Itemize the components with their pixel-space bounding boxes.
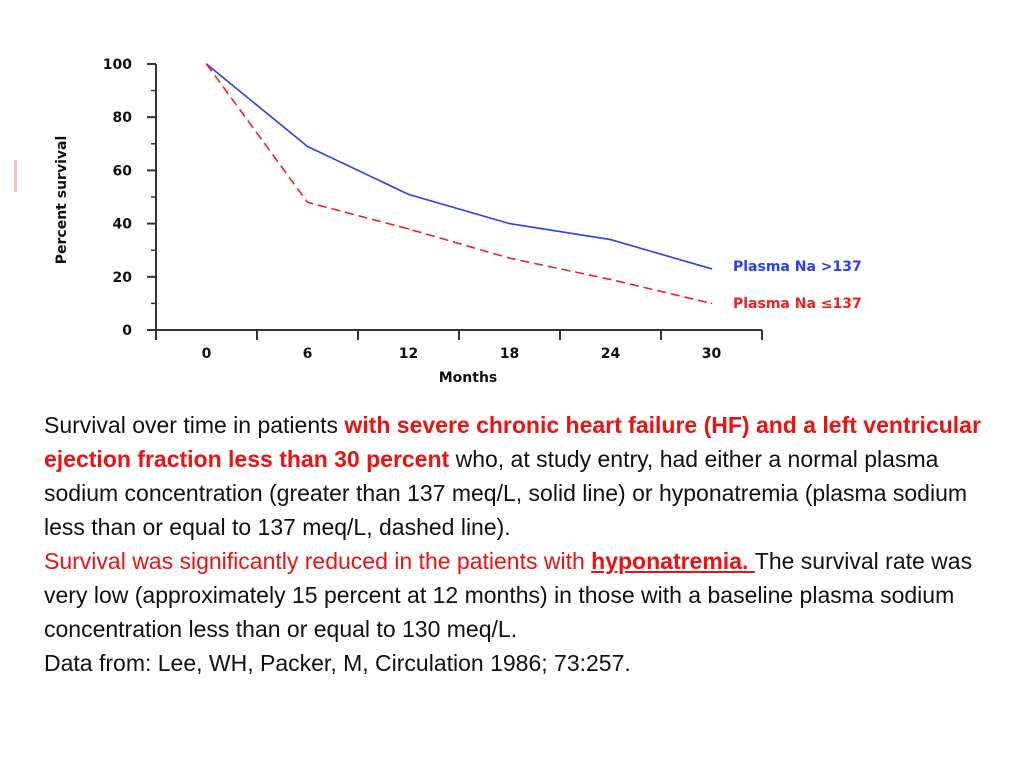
series-lines <box>205 63 713 305</box>
y-tick-label: 20 <box>113 270 133 286</box>
x-ticks: 0 6 12 18 24 30 <box>155 330 763 362</box>
data-point-1 <box>508 222 511 225</box>
x-tick-label: 30 <box>702 346 722 362</box>
data-point-2 <box>407 228 410 230</box>
data-point-1 <box>710 268 713 270</box>
data-point-1 <box>306 145 309 148</box>
x-tick-label: 0 <box>202 346 212 362</box>
data-point-2 <box>306 201 309 204</box>
caption-part-3: who, at study entry, had either a normal… <box>44 446 968 540</box>
caption-source: Data from: Lee, WH, Packer, M, Circulati… <box>44 650 631 676</box>
series-line-2 <box>205 63 712 305</box>
caption-highlight-population: with severe chronic heart failure (HF) a… <box>44 412 981 472</box>
legend-entry-1: Plasma Na >137 <box>733 259 862 275</box>
legend-entry-2: Plasma Na ≤137 <box>733 296 862 312</box>
data-point-2 <box>205 63 208 65</box>
caption-text: Survival over time in patients with seve… <box>44 408 1004 680</box>
y-tick-label: 40 <box>113 217 133 233</box>
caption-part-1: Survival over time in patients <box>44 412 345 438</box>
data-point-2 <box>609 278 612 281</box>
caption-survival-finding: Survival was significantly reduced in th… <box>44 548 592 574</box>
data-point-2 <box>710 302 713 305</box>
x-axis-title: Months <box>439 370 498 386</box>
x-tick-label: 6 <box>303 346 313 362</box>
y-tick-label: 100 <box>103 57 132 73</box>
chart-axes <box>155 64 762 331</box>
caption-part-6: The survival rate was very low (approxim… <box>44 548 973 642</box>
data-point-2 <box>508 257 511 259</box>
series-line-1 <box>205 63 712 270</box>
edge-mark <box>14 160 17 192</box>
y-tick-label: 80 <box>113 110 133 126</box>
x-tick-label: 18 <box>500 346 519 362</box>
y-tick-label: 60 <box>113 163 133 179</box>
data-point-1 <box>407 193 410 196</box>
chart-legend: Plasma Na >137 Plasma Na ≤137 <box>733 259 862 312</box>
y-axis-title: Percent survival <box>54 136 70 265</box>
caption-hyponatremia: hyponatremia. <box>591 548 755 574</box>
data-point-1 <box>609 238 612 241</box>
y-ticks: 0 20 40 60 80 100 <box>103 57 156 339</box>
x-tick-label: 24 <box>601 346 621 362</box>
y-tick-label: 0 <box>122 323 132 339</box>
x-tick-label: 12 <box>399 346 418 362</box>
